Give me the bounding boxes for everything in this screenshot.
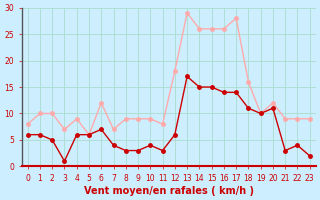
X-axis label: Vent moyen/en rafales ( km/h ): Vent moyen/en rafales ( km/h ) bbox=[84, 186, 254, 196]
